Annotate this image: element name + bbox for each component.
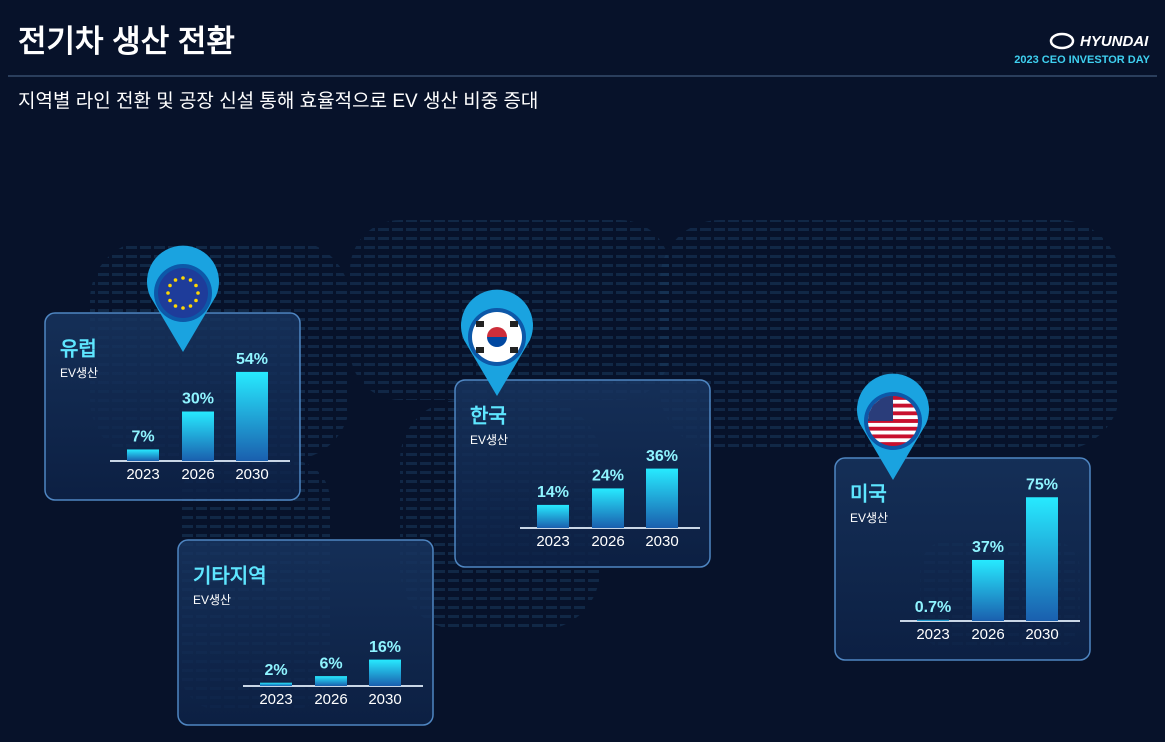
region-panel: 미국 EV생산 0.7% 2023 37% 2026 75% 2030 [834,373,1091,661]
flag-star [173,304,178,308]
flag-star [181,306,185,310]
region-title: 미국 [850,482,887,505]
location-pin [857,373,929,480]
region-title: 유럽 [60,337,97,360]
region-subtitle: EV생산 [850,511,888,525]
bar [182,411,214,461]
value-label: 36% [646,448,678,465]
location-pin [147,245,220,352]
region-subtitle: EV생산 [60,366,98,380]
x-tick-label: 2026 [591,533,624,550]
value-label: 0.7% [915,599,951,616]
bar [646,468,678,528]
location-pin [461,289,533,396]
flag-star [194,298,198,303]
bar [592,488,624,528]
flag-star [166,291,170,295]
x-tick-label: 2023 [536,533,569,550]
value-label: 7% [131,429,154,446]
x-tick-label: 2026 [314,691,347,708]
region-subtitle: EV생산 [193,593,231,607]
bar [972,559,1004,621]
flag-stripe [868,434,918,439]
bar [236,371,268,461]
x-tick-label: 2026 [181,466,214,483]
flag-star [188,304,193,308]
flag-trigram [510,347,518,353]
flag-taeguk [487,337,507,347]
brand-logo [1049,32,1075,50]
region-title: 기타지역 [193,564,267,587]
brand-name: HYUNDAI [1080,33,1149,50]
flag-star [188,278,193,282]
value-label: 6% [319,655,342,672]
value-label: 30% [182,391,214,408]
flag-taeguk [487,327,507,337]
flag-stripe [868,426,918,431]
flag-star [173,278,178,282]
bar [127,449,159,461]
bar [315,676,347,686]
flag-stripe [868,419,918,424]
x-tick-label: 2026 [971,626,1004,643]
value-label: 14% [537,484,569,501]
flag-star [168,298,172,303]
bar [1026,497,1058,621]
flag-stripe [868,438,918,443]
value-label: 2% [264,662,287,679]
flag-stripe [868,430,918,435]
value-label: 24% [592,468,624,485]
flag-stripe [868,442,918,446]
bar [917,619,949,621]
flag-trigram [476,347,484,353]
x-tick-label: 2030 [1025,626,1058,643]
region-title: 한국 [470,404,507,427]
flag-star [181,276,185,280]
value-label: 54% [236,351,268,368]
flag-star [168,283,172,288]
x-tick-label: 2030 [645,533,678,550]
value-label: 37% [972,539,1004,556]
flag-star [196,291,200,295]
bar [537,504,569,528]
flag [868,396,918,446]
value-label: 16% [369,639,401,656]
flag-stripe [868,422,918,428]
flag [158,268,208,318]
x-tick-label: 2023 [259,691,292,708]
x-tick-label: 2030 [235,466,268,483]
flag-trigram [476,321,484,327]
flag-star [194,283,198,288]
flag-trigram [510,321,518,327]
region-panel: 한국 EV생산 14% 2023 24% 2026 36% 2030 [454,289,711,568]
region-panel: 유럽 EV생산 7% 2023 30% 2026 54% 2030 [44,245,301,501]
page-subtitle: 지역별 라인 전환 및 공장 신설 통해 효율적으로 EV 생산 비중 증대 [18,90,538,112]
x-tick-label: 2030 [368,691,401,708]
value-label: 75% [1026,476,1058,493]
bar [260,682,292,686]
region-panel: 기타지역 EV생산 2% 2023 6% 2026 16% 2030 [177,539,434,726]
bar [369,659,401,686]
x-tick-label: 2023 [126,466,159,483]
event-name: 2023 CEO INVESTOR DAY [1014,54,1150,66]
page-title: 전기차 생산 전환 [18,24,235,59]
x-tick-label: 2023 [916,626,949,643]
region-subtitle: EV생산 [470,433,508,447]
